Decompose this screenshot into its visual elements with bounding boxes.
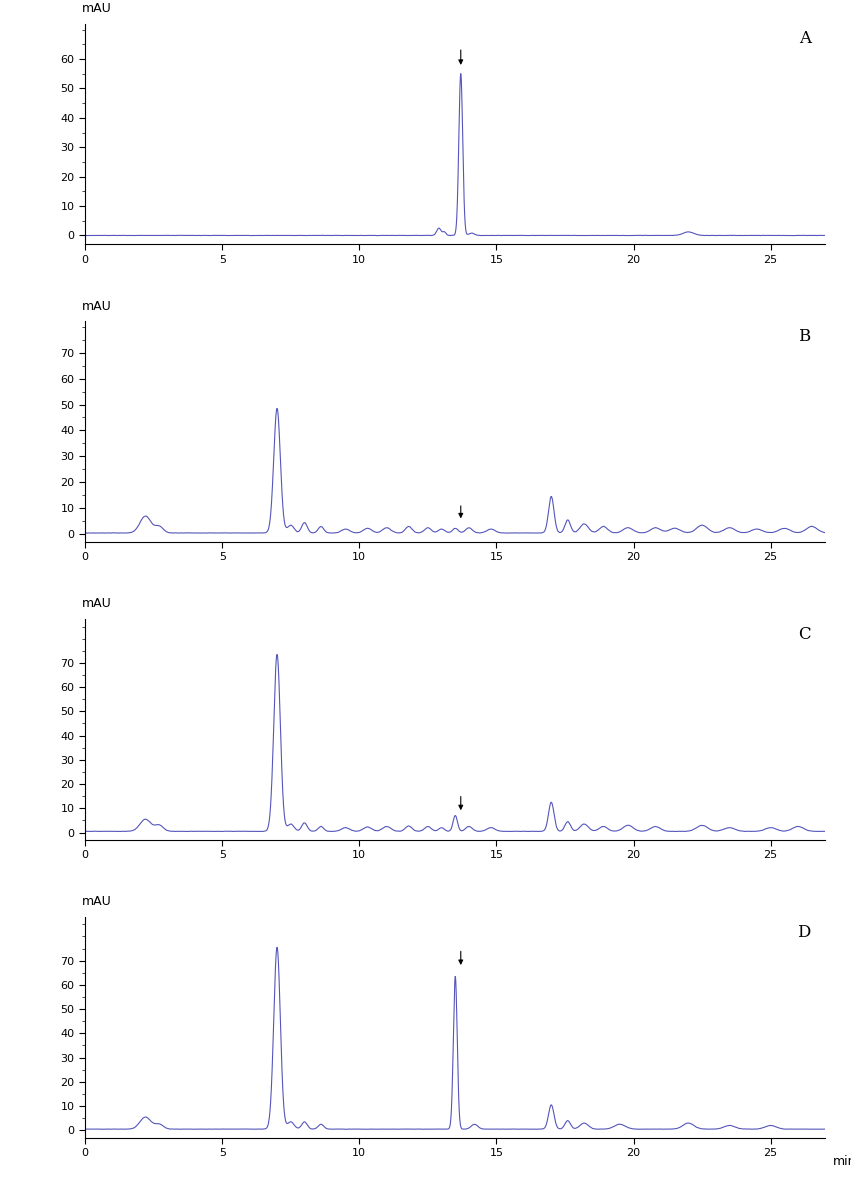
Text: min: min xyxy=(833,1155,851,1168)
Text: D: D xyxy=(797,923,811,941)
Text: mAU: mAU xyxy=(82,300,111,313)
Text: C: C xyxy=(798,626,811,643)
Text: mAU: mAU xyxy=(82,895,111,908)
Text: mAU: mAU xyxy=(82,597,111,610)
Text: mAU: mAU xyxy=(82,2,111,15)
Text: A: A xyxy=(798,31,811,47)
Text: B: B xyxy=(798,328,811,345)
